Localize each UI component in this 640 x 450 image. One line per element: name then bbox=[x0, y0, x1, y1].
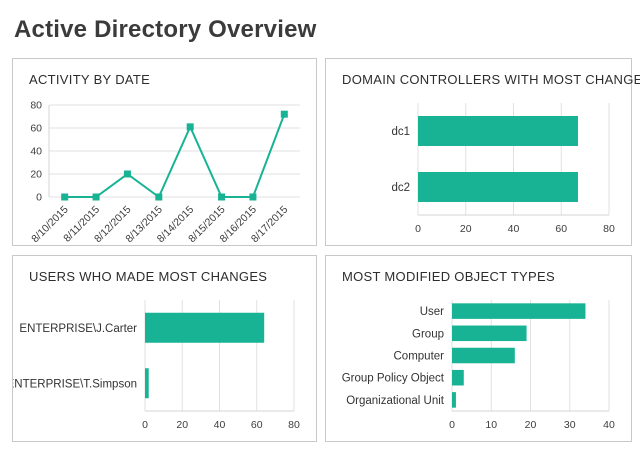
svg-text:ENTERPRISE\T.Simpson: ENTERPRISE\T.Simpson bbox=[13, 378, 137, 390]
panel-activity-by-date: ACTIVITY BY DATE 0 20 40 60 80 8/10/2015 8/11/… bbox=[12, 58, 317, 246]
svg-text:10: 10 bbox=[485, 419, 497, 431]
svg-text:ENTERPRISE\J.Carter: ENTERPRISE\J.Carter bbox=[19, 323, 137, 335]
svg-text:20: 20 bbox=[525, 419, 537, 431]
svg-text:30: 30 bbox=[564, 419, 576, 431]
page-title: Active Directory Overview bbox=[14, 16, 317, 43]
svg-text:0: 0 bbox=[142, 419, 148, 431]
svg-text:20: 20 bbox=[176, 419, 188, 431]
svg-text:40: 40 bbox=[214, 419, 226, 431]
svg-text:User: User bbox=[420, 306, 444, 318]
panel-title-domain-controllers: DOMAIN CONTROLLERS WITH MOST CHANGES bbox=[342, 72, 640, 87]
svg-text:80: 80 bbox=[30, 100, 42, 112]
activity-by-date-line-chart: 0204060808/10/20158/11/20158/12/20158/13… bbox=[29, 100, 300, 243]
panel-users-most-changes: USERS WHO MADE MOST CHANGES 0 20 40 60 80 ENT… bbox=[12, 255, 317, 442]
svg-text:Organizational Unit: Organizational Unit bbox=[346, 395, 445, 407]
svg-text:40: 40 bbox=[30, 146, 42, 158]
svg-text:Group: Group bbox=[412, 328, 444, 340]
svg-text:60: 60 bbox=[251, 419, 263, 431]
svg-text:40: 40 bbox=[508, 223, 520, 235]
svg-text:0: 0 bbox=[415, 223, 421, 235]
svg-text:0: 0 bbox=[36, 192, 42, 204]
panel-title-activity-by-date: ACTIVITY BY DATE bbox=[29, 72, 151, 87]
svg-text:Group Policy Object: Group Policy Object bbox=[342, 373, 445, 385]
svg-text:60: 60 bbox=[555, 223, 567, 235]
svg-text:20: 20 bbox=[30, 169, 42, 181]
users-most-changes-bar-chart: 0 20 40 60 80 ENTERPRISE\J.Carter ENTERPRISE\T… bbox=[13, 300, 300, 431]
domain-controllers-bar-chart: 0 20 40 60 80 dc1 dc2 bbox=[391, 103, 615, 235]
svg-text:dc2: dc2 bbox=[391, 182, 410, 194]
svg-text:dc1: dc1 bbox=[391, 126, 410, 138]
panel-most-modified-object-types: MOST MODIFIED OBJECT TYPES 0 10 20 30 40 User… bbox=[325, 255, 632, 442]
svg-text:0: 0 bbox=[449, 419, 455, 431]
svg-text:80: 80 bbox=[288, 419, 300, 431]
svg-text:20: 20 bbox=[460, 223, 472, 235]
svg-text:60: 60 bbox=[30, 123, 42, 135]
svg-text:80: 80 bbox=[603, 223, 615, 235]
panel-title-most-modified-object-types: MOST MODIFIED OBJECT TYPES bbox=[342, 269, 555, 284]
svg-text:40: 40 bbox=[603, 419, 615, 431]
most-modified-object-types-bar-chart: 0 10 20 30 40 User Group Computer Group Policy O… bbox=[342, 300, 615, 431]
panel-domain-controllers: DOMAIN CONTROLLERS WITH MOST CHANGES 0 20… bbox=[325, 58, 640, 246]
svg-text:Computer: Computer bbox=[394, 351, 445, 363]
panel-title-users-most-changes: USERS WHO MADE MOST CHANGES bbox=[29, 269, 268, 284]
